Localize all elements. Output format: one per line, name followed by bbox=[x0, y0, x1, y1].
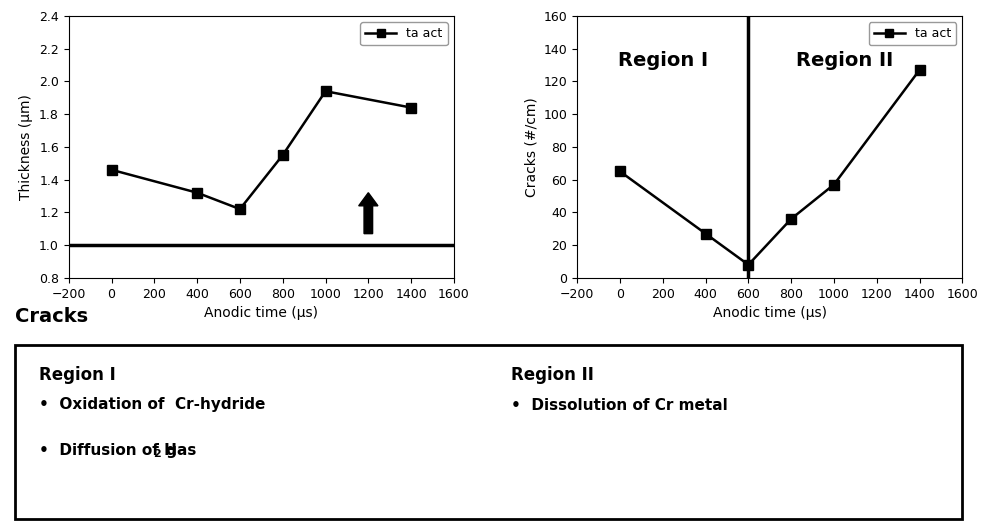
Text: 2: 2 bbox=[153, 449, 160, 459]
Text: •  Dissolution of Cr metal: • Dissolution of Cr metal bbox=[511, 398, 728, 412]
Text: Region I: Region I bbox=[618, 50, 708, 69]
X-axis label: Anodic time (μs): Anodic time (μs) bbox=[713, 306, 827, 320]
Text: •  Diffusion of H: • Diffusion of H bbox=[39, 443, 177, 457]
Legend: ta act: ta act bbox=[869, 22, 956, 45]
X-axis label: Anodic time (μs): Anodic time (μs) bbox=[204, 306, 318, 320]
Text: gas: gas bbox=[161, 443, 196, 457]
Text: Cracks: Cracks bbox=[15, 307, 87, 326]
Polygon shape bbox=[358, 193, 378, 234]
Legend: ta act: ta act bbox=[360, 22, 448, 45]
Text: Region I: Region I bbox=[39, 366, 116, 384]
Text: Region II: Region II bbox=[796, 50, 894, 69]
Text: •  Oxidation of  Cr-hydride: • Oxidation of Cr-hydride bbox=[39, 398, 266, 412]
Text: Region II: Region II bbox=[511, 366, 593, 384]
Y-axis label: Thickness (μm): Thickness (μm) bbox=[20, 94, 33, 200]
Y-axis label: Cracks (#/cm): Cracks (#/cm) bbox=[524, 97, 538, 197]
